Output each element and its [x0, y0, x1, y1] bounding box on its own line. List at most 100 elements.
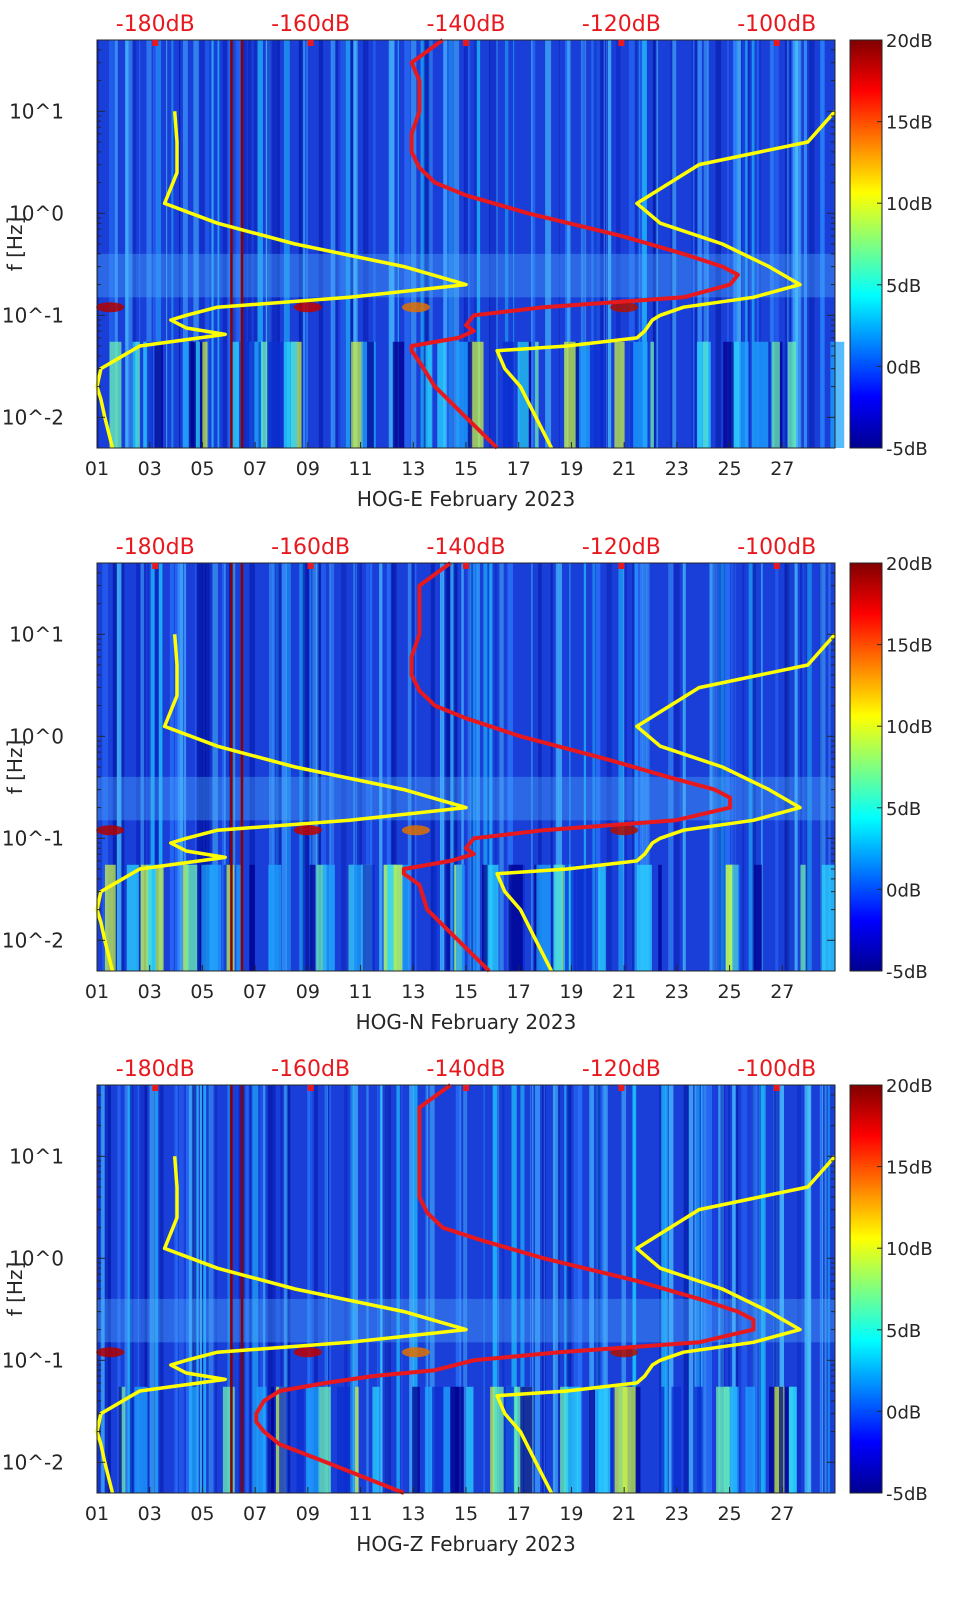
heatmap-streak: [330, 40, 336, 448]
heatmap-streak: [589, 1085, 591, 1493]
heatmap-streak: [471, 563, 473, 971]
heatmap-lowband-cell: [201, 864, 213, 971]
heatmap-lowband-cell: [456, 341, 470, 448]
heatmap-lowband-cell: [723, 341, 734, 448]
heatmap-streak: [429, 1085, 435, 1493]
x-tick-label: 15: [454, 458, 478, 480]
heatmap-streak: [146, 40, 152, 448]
x-tick-label: 25: [717, 981, 741, 1003]
x-tick-label: 23: [665, 981, 689, 1003]
colorbar-tick-label: 0dB: [886, 357, 921, 378]
heatmap-streak: [245, 1085, 250, 1493]
heatmap-lowband-cell: [386, 864, 391, 971]
microseism-band: [97, 1298, 835, 1343]
heatmap-streak: [283, 40, 290, 448]
heatmap-streak: [605, 40, 607, 448]
heatmap-streak: [555, 563, 560, 971]
heatmap-streak: [775, 1085, 779, 1493]
heatmap-streak: [702, 1085, 707, 1493]
colorbar-tick-label: 5dB: [886, 799, 921, 820]
heatmap-lowband-cell: [800, 864, 806, 971]
heatmap-streak: [125, 40, 129, 448]
heatmap-streak: [751, 1085, 756, 1493]
heatmap-lowband-cell: [754, 341, 769, 448]
heatmap-streak: [691, 40, 694, 448]
heatmap-streak: [511, 1085, 517, 1493]
heatmap-lowband-cell: [834, 341, 845, 448]
top-db-label: -100dB: [737, 535, 816, 560]
heatmap-streak: [820, 563, 826, 971]
heatmap-streak: [463, 40, 469, 448]
heatmap-streak: [591, 40, 596, 448]
heatmap-streak: [751, 1085, 757, 1493]
heatmap-streak: [694, 1085, 697, 1493]
heatmap-streak: [453, 40, 460, 448]
heatmap-streak: [668, 563, 674, 971]
heatmap-streak: [124, 1085, 129, 1493]
heatmap-lowband-cell: [732, 864, 740, 971]
heatmap-lowband-cell: [109, 341, 122, 448]
heatmap-streak: [217, 40, 220, 448]
heatmap-streak: [112, 563, 118, 971]
x-axis-label: HOG-Z February 2023: [356, 1532, 575, 1556]
heatmap-lowband-cell: [336, 1386, 350, 1493]
heatmap-lowband-cell: [393, 864, 403, 971]
heatmap-lowband-cell: [268, 864, 282, 971]
heatmap-streak: [276, 563, 279, 971]
heatmap-lowband-cell: [349, 864, 363, 971]
top-db-label: -120dB: [582, 12, 661, 37]
heatmap-streak: [476, 40, 481, 448]
heatmap-streak: [404, 40, 411, 448]
x-tick-label: 13: [401, 981, 425, 1003]
heatmap-streak: [380, 1085, 383, 1493]
heatmap-streak: [222, 40, 228, 448]
heatmap-lowband-cell: [195, 341, 200, 448]
heatmap-streak: [741, 1085, 748, 1493]
heatmap-streak: [196, 563, 198, 971]
heatmap-streak: [117, 1085, 121, 1493]
heatmap-streak: [806, 563, 808, 971]
heatmap-streak: [595, 40, 601, 448]
y-axis-label: f [Hz]: [3, 1262, 27, 1317]
heatmap-streak: [448, 563, 451, 971]
heatmap-streak: [583, 563, 587, 971]
heatmap-streak: [280, 1085, 283, 1493]
heatmap-lowband-cell: [135, 341, 140, 448]
heatmap-lowband-cell: [821, 864, 836, 971]
heatmap-streak: [208, 563, 212, 971]
heatmap-hotspot: [96, 302, 125, 313]
heatmap-hotspot: [293, 302, 322, 313]
heatmap-streak: [671, 40, 677, 448]
heatmap-streak: [642, 563, 648, 971]
heatmap-hotspot: [401, 302, 430, 313]
top-db-tick: [152, 1085, 159, 1091]
heatmap-streak: [752, 563, 756, 971]
heatmap-streak: [789, 40, 791, 448]
heatmap-streak: [447, 40, 450, 448]
heatmap-streak: [369, 563, 373, 971]
colorbar-tick-label: 5dB: [886, 276, 921, 297]
colorbar-tick-label: 10dB: [886, 1239, 933, 1260]
heatmap-streak: [332, 40, 339, 448]
y-axis-label: f [Hz]: [3, 740, 27, 795]
heatmap-streak: [306, 40, 308, 448]
heatmap-lowband-cell: [565, 864, 569, 971]
heatmap-streak: [177, 563, 183, 971]
heatmap-streak: [709, 563, 713, 971]
heatmap-streak: [703, 40, 709, 448]
x-tick-label: 21: [612, 1503, 636, 1525]
heatmap-streak: [283, 1085, 287, 1493]
heatmap-streak: [557, 563, 563, 971]
heatmap-streak: [714, 563, 717, 971]
x-tick-label: 13: [401, 1503, 425, 1525]
heatmap-streak: [497, 1085, 500, 1493]
heatmap-streak: [227, 40, 233, 448]
heatmap-lowband-cell: [774, 1386, 779, 1493]
heatmap-streak: [603, 40, 606, 448]
y-tick-label: 10^1: [9, 99, 64, 123]
heatmap-streak: [635, 40, 639, 448]
heatmap-streak: [179, 1085, 184, 1493]
x-tick-label: 17: [507, 1503, 531, 1525]
heatmap-streak: [197, 563, 201, 971]
colorbar-tick-label: 10dB: [886, 717, 933, 738]
